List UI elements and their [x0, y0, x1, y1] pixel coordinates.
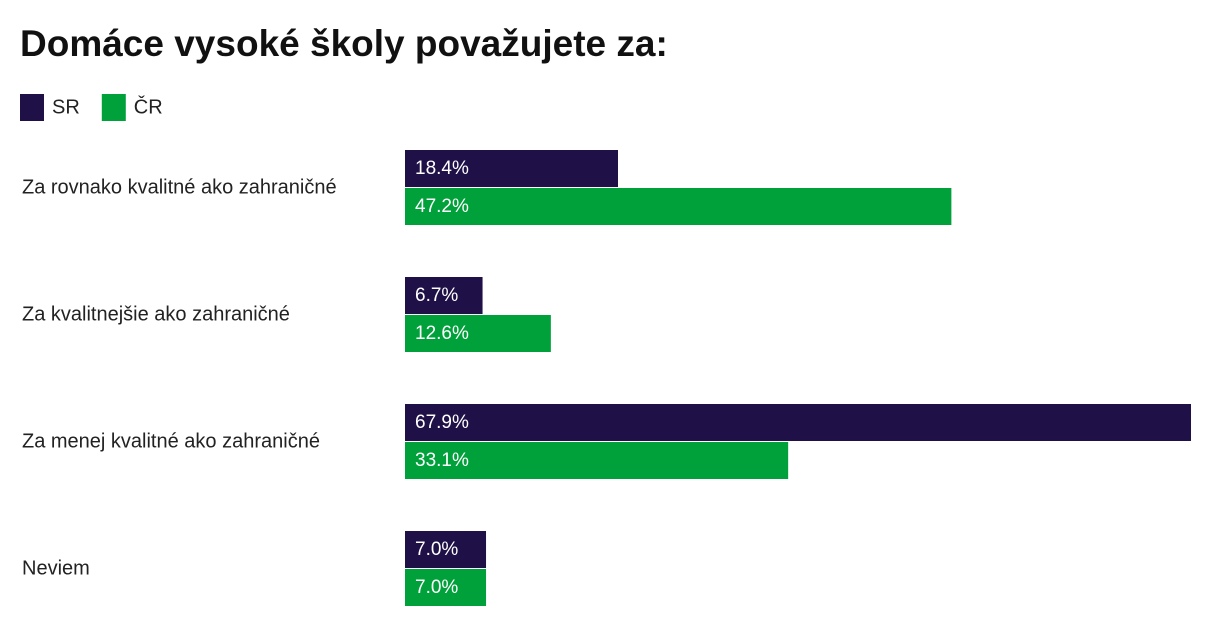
- bar: [405, 188, 952, 225]
- category-label: Za menej kvalitné ako zahraničné: [22, 430, 320, 452]
- bar: [405, 442, 789, 479]
- bar: [405, 277, 483, 314]
- bar: [405, 531, 487, 568]
- value-label: 12.6%: [415, 323, 469, 344]
- value-label: 18.4%: [415, 158, 469, 179]
- legend-swatch: [101, 94, 126, 121]
- category-label: Za rovnako kvalitné ako zahraničné: [22, 176, 337, 198]
- category-label: Neviem: [22, 557, 90, 579]
- value-label: 7.0%: [415, 539, 458, 560]
- chart-title: Domáce vysoké školy považujete za:: [20, 23, 668, 64]
- bar: [405, 404, 1191, 441]
- bar: [405, 569, 487, 606]
- value-label: 33.1%: [415, 450, 469, 471]
- value-label: 67.9%: [415, 412, 469, 433]
- category-label: Za kvalitnejšie ako zahraničné: [22, 303, 290, 325]
- bar: [405, 315, 551, 352]
- legend-label: SR: [52, 96, 80, 118]
- value-label: 6.7%: [415, 285, 458, 306]
- bar: [405, 150, 618, 187]
- legend-swatch: [20, 94, 44, 121]
- value-label: 47.2%: [415, 196, 469, 217]
- value-label: 7.0%: [415, 577, 458, 598]
- legend-label: ČR: [134, 95, 163, 118]
